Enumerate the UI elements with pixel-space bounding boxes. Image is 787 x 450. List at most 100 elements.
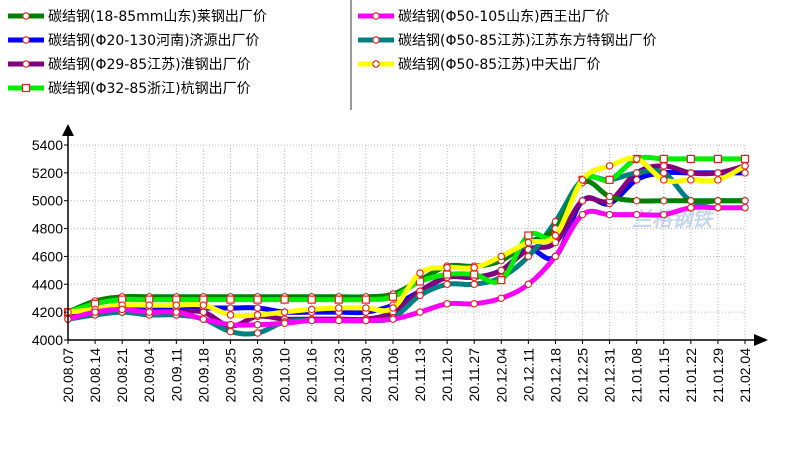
data-point [686, 154, 695, 164]
data-point [470, 270, 479, 279]
data-point [91, 308, 99, 316]
y-axis-arrow [62, 124, 74, 136]
data-point [687, 196, 695, 205]
data-point [714, 203, 722, 212]
legend-label: 碳结钢(Φ32-85浙江)杭钢出厂价 [48, 81, 251, 97]
data-point [632, 176, 641, 184]
data-point [741, 169, 749, 177]
data-point [632, 210, 641, 219]
legend-label: 碳结钢(Φ50-85江苏)江苏东方特钢出厂价 [398, 33, 657, 49]
data-point [470, 300, 478, 308]
x-tick-label: 21.01.22 [683, 348, 699, 403]
data-point [632, 155, 641, 163]
x-tick-label: 20.08.21 [114, 348, 130, 403]
data-point [497, 276, 506, 285]
data-point [118, 305, 126, 314]
series-lines [63, 154, 750, 337]
data-point [335, 316, 343, 325]
data-point [362, 304, 370, 312]
data-point [253, 329, 262, 337]
x-tick-label: 20.10.23 [331, 348, 347, 403]
data-point [443, 270, 452, 279]
data-point [714, 169, 722, 177]
data-point [443, 280, 451, 289]
y-tick-label: 4600 [32, 248, 63, 264]
series-5 [64, 203, 749, 329]
legend-swatch [8, 12, 44, 20]
x-tick-label: 20.12.18 [547, 348, 563, 403]
data-point [497, 294, 506, 302]
data-point [199, 308, 208, 316]
data-point [497, 252, 506, 261]
data-point [713, 154, 723, 164]
x-tick-label: 20.11.06 [385, 348, 401, 402]
x-tick-label: 21.02.04 [737, 348, 753, 403]
data-point [145, 301, 153, 309]
legend-swatch [8, 83, 44, 93]
legend-item-1: 碳结钢(18-85mm山东)莱钢出厂价 [6, 5, 267, 27]
series-line [65, 163, 748, 329]
data-point [280, 295, 289, 304]
legend-item-2: 碳结钢(Φ20-130河南)济源出厂价 [6, 29, 260, 51]
data-point [660, 176, 668, 184]
data-point [605, 210, 614, 219]
legend-item-4: 碳结钢(Φ32-85浙江)杭钢出厂价 [6, 77, 251, 99]
x-tick-label: 20.12.31 [602, 348, 618, 403]
legend-label: 碳结钢(Φ50-85江苏)中天出厂价 [398, 57, 601, 73]
data-point [226, 320, 235, 329]
data-point [605, 192, 614, 201]
legend-item-3: 碳结钢(Φ29-85江苏)淮钢出厂价 [6, 53, 251, 75]
data-point [632, 196, 641, 205]
data-point [361, 295, 370, 304]
data-point [605, 175, 614, 184]
data-point [660, 169, 668, 177]
series-7 [64, 155, 749, 319]
data-point [389, 315, 397, 323]
data-point [524, 280, 533, 289]
data-point [741, 196, 749, 205]
data-point [388, 292, 398, 301]
data-point [605, 162, 614, 170]
data-point [280, 308, 289, 316]
data-point [659, 154, 668, 164]
series-line [65, 155, 748, 319]
data-point [253, 311, 262, 319]
legend-item-5: 碳结钢(Φ50-105山东)西王出厂价 [356, 5, 610, 27]
data-point [578, 196, 587, 205]
data-point [497, 266, 506, 275]
y-tick-label: 4000 [32, 332, 63, 348]
data-point [740, 154, 750, 164]
data-point [714, 176, 722, 184]
data-point [307, 316, 316, 325]
x-tick-label: 21.01.15 [656, 348, 672, 403]
x-tick-label: 20.10.30 [358, 348, 374, 403]
data-point [660, 162, 668, 170]
legend-divider [350, 0, 352, 110]
data-point [687, 203, 695, 212]
data-point [524, 252, 533, 261]
data-point [578, 176, 587, 184]
data-point [741, 162, 749, 170]
x-axis-arrow [754, 334, 768, 346]
data-point [470, 280, 478, 289]
data-point [415, 277, 425, 286]
data-point [578, 210, 587, 219]
data-point [660, 196, 668, 205]
data-point [416, 308, 424, 316]
x-tick-label: 20.12.25 [575, 348, 591, 403]
data-point [362, 316, 370, 325]
x-tick-label: 20.09.25 [222, 348, 238, 403]
data-point [524, 238, 533, 247]
x-tick-label: 20.09.30 [250, 348, 266, 403]
data-point [172, 301, 181, 309]
data-point [307, 295, 316, 304]
x-tick-label: 20.10.16 [304, 348, 320, 403]
data-point [334, 295, 343, 304]
data-point [226, 311, 235, 319]
data-point [741, 203, 749, 212]
data-point [416, 269, 424, 277]
legend-swatch [358, 12, 394, 20]
data-point [687, 169, 695, 177]
data-point [524, 231, 533, 240]
